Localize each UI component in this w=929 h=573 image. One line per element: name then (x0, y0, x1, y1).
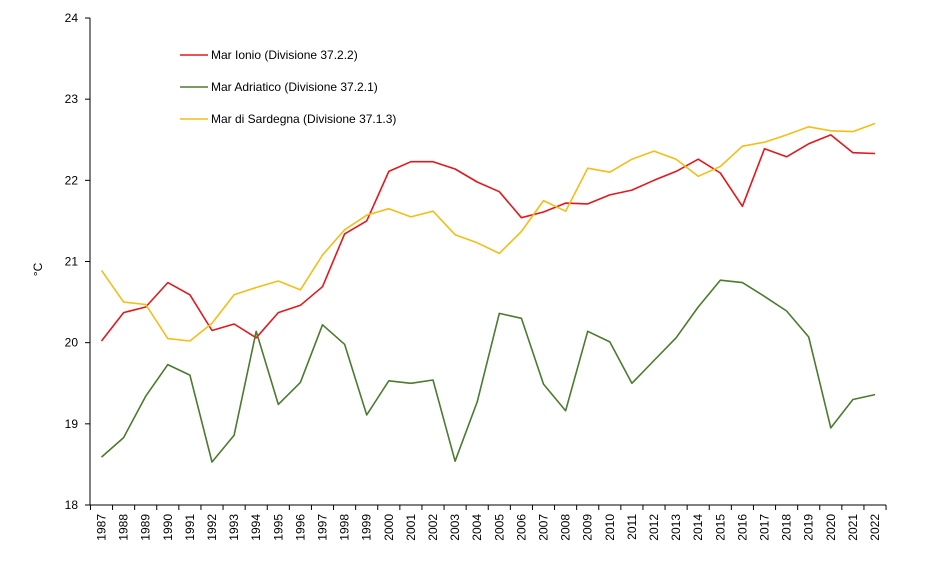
x-tick-label: 1989 (139, 514, 153, 541)
x-tick-label: 2009 (581, 514, 595, 541)
x-tick-label: 2003 (448, 514, 462, 541)
x-tick-label: 1994 (249, 514, 263, 541)
x-tick-label: 2010 (603, 514, 617, 541)
x-tick-label: 1991 (183, 514, 197, 541)
x-tick-label: 2020 (824, 514, 838, 541)
legend: Mar Ionio (Divisione 37.2.2) Mar Adriatic… (180, 48, 396, 126)
x-tick-label: 2000 (382, 514, 396, 541)
x-tick-label: 1988 (117, 514, 131, 541)
y-tick-label: 21 (65, 255, 79, 269)
x-tick-label: 2017 (758, 514, 772, 541)
series-line-2 (100, 279, 876, 463)
y-tick-label: 19 (65, 417, 79, 431)
x-tick-label: 2007 (537, 514, 551, 541)
x-tick-label: 1990 (161, 514, 175, 541)
x-tick-label: 1997 (316, 514, 330, 541)
x-tick-label: 1999 (360, 514, 374, 541)
x-tick-label: 2012 (647, 514, 661, 541)
x-tick-label: 2014 (691, 514, 705, 541)
x-tick-label: 1995 (271, 514, 285, 541)
x-tick-label: 1996 (293, 514, 307, 541)
y-tick-label: 23 (65, 92, 79, 106)
x-tick-label: 2016 (735, 514, 749, 541)
x-tick-label: 2011 (625, 514, 639, 540)
x-tick-label: 1993 (227, 514, 241, 541)
x-tick-label: 2021 (846, 514, 860, 541)
y-axis-title: °C (31, 262, 45, 276)
x-tick-label: 2015 (713, 514, 727, 541)
series-layer (100, 122, 876, 463)
series-line-3 (100, 122, 876, 342)
x-tick-label: 2008 (559, 514, 573, 541)
x-tick-label: 1992 (205, 514, 219, 541)
x-tick-label: 2018 (780, 514, 794, 541)
x-tick-label: 2004 (470, 514, 484, 541)
y-tick-label: 20 (65, 336, 79, 350)
x-tick-label: 2005 (492, 514, 506, 541)
x-tick-label: 2019 (802, 514, 816, 541)
x-tick-label: 2022 (868, 514, 882, 541)
y-tick-label: 22 (65, 173, 79, 187)
x-tick-label: 2001 (404, 514, 418, 541)
x-tick-label: 2013 (669, 514, 683, 541)
x-tick-label: 2006 (514, 514, 528, 541)
x-tick-label: 2002 (426, 514, 440, 541)
series-line-1 (100, 134, 876, 342)
legend-label-1: Mar Ionio (Divisione 37.2.2) (211, 48, 358, 62)
legend-label-3: Mar di Sardegna (Divisione 37.1.3) (211, 112, 396, 126)
x-tick-label: 1987 (95, 514, 109, 541)
x-tick-label: 1998 (338, 514, 352, 541)
legend-label-2: Mar Adriatico (Divisione 37.2.1) (211, 80, 378, 94)
y-tick-label: 24 (65, 11, 79, 25)
y-tick-label: 18 (65, 498, 79, 512)
